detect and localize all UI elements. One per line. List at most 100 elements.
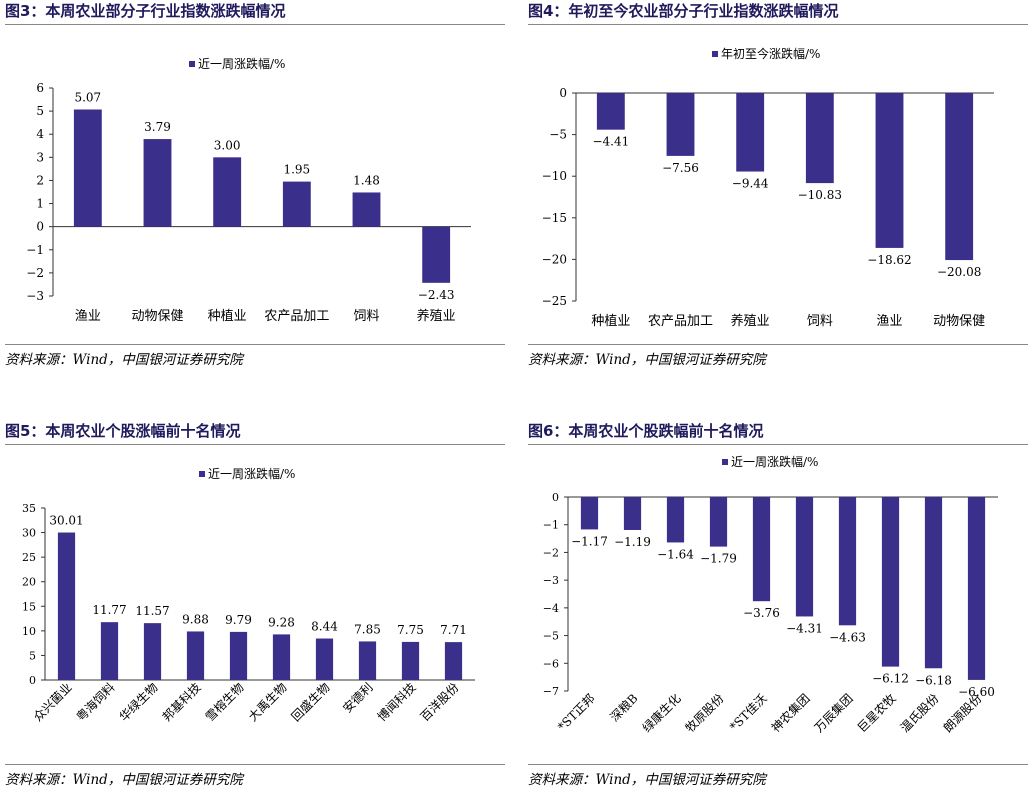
y-tick-label: 30: [22, 527, 36, 540]
bar: [57, 532, 76, 680]
bar: [805, 93, 834, 184]
data-label: −6.18: [915, 673, 952, 687]
y-tick-label: 25: [22, 551, 36, 564]
category-label: *ST佳沃: [727, 691, 770, 734]
data-label: −4.63: [829, 630, 866, 644]
bar: [666, 497, 685, 543]
legend-label: 近一周涨跌幅/%: [731, 454, 818, 469]
data-label: −1.17: [571, 534, 608, 548]
legend-swatch: [712, 51, 718, 57]
bar: [100, 622, 119, 680]
y-tick-label: −2: [26, 266, 44, 280]
category-label: 巨星农牧: [855, 691, 899, 735]
bar: [795, 497, 814, 617]
source-note: 资料来源：Wind，中国银河证券研究院: [528, 772, 766, 788]
chart-legend: 近一周涨跌幅/%: [199, 466, 295, 481]
y-tick-label: −5: [543, 630, 559, 643]
category-label: 万辰集团: [811, 691, 856, 736]
y-tick-label: −5: [549, 128, 567, 142]
data-label: −7.56: [662, 161, 699, 175]
bar: [422, 226, 451, 283]
bar: [580, 497, 599, 530]
y-tick-label: 0: [36, 220, 44, 234]
y-tick-label: 0: [559, 86, 567, 100]
legend-label: 年初至今涨跌幅/%: [721, 46, 820, 61]
y-tick-label: −7: [543, 685, 559, 698]
y-tick-label: −4: [543, 602, 559, 615]
category-label: 神农集团: [768, 691, 813, 736]
bar: [186, 631, 205, 680]
category-label: 养殖业: [417, 308, 456, 324]
data-label: −4.31: [786, 621, 823, 635]
data-label: −20.08: [937, 265, 981, 279]
bar: [752, 497, 771, 602]
category-label: 牧原股份: [683, 691, 727, 735]
data-label: −6.12: [872, 672, 909, 686]
bar: [666, 93, 695, 156]
bar: [143, 139, 172, 227]
y-tick-label: −1: [543, 519, 559, 532]
data-label: 11.57: [135, 604, 169, 618]
data-label: 7.75: [397, 623, 424, 637]
chart-panel-fig5: 图5：本周农业个股涨幅前十名情况 近一周涨跌幅/% 35 30 25 20 15 10 5 0 3…: [5, 420, 505, 798]
data-label: 3.00: [214, 138, 241, 152]
data-label: −10.83: [798, 188, 842, 202]
bar: [736, 93, 765, 172]
data-label: 1.48: [353, 173, 380, 187]
category-label: 雪榕生物: [202, 680, 247, 725]
bar-chart-ytd-subsectors: 年初至今涨跌幅/% 0 −5 −10 −15 −20 −25 −4.41 种植业 −7.56 农产品…: [542, 46, 994, 329]
bar: [924, 497, 943, 669]
title-divider: [5, 24, 505, 25]
category-label: 农产品加工: [264, 309, 329, 324]
category-label: 深粮B: [607, 690, 641, 724]
data-label: −1.19: [614, 535, 651, 549]
data-label: 9.79: [225, 613, 252, 627]
data-label: 9.28: [268, 615, 295, 629]
source-divider: [5, 344, 505, 345]
category-label: 养殖业: [731, 313, 770, 329]
source-divider: [528, 764, 1028, 765]
data-label: 7.71: [440, 623, 467, 637]
bar: [623, 497, 642, 530]
bar-chart-top-gainers: 近一周涨跌幅/% 35 30 25 20 15 10 5 0 30.01 众兴菌业 11.77 粤海饲料…: [22, 466, 475, 725]
data-label: −4.41: [592, 135, 629, 149]
chart-legend: 近一周涨跌幅/%: [722, 454, 818, 469]
chart-title: 图3：本周农业部分子行业指数涨跌幅情况: [5, 2, 286, 20]
chart-panel-fig3: 图3：本周农业部分子行业指数涨跌幅情况 近一周涨跌幅/% 6 5 4 3 2 1 0 −1 −2 −…: [5, 0, 505, 378]
category-label: 渔业: [75, 309, 101, 324]
y-tick-label: −20: [542, 252, 567, 266]
y-tick-label: −6: [543, 657, 559, 670]
bar: [838, 497, 857, 626]
legend-label: 近一周涨跌幅/%: [198, 56, 285, 71]
category-label: 饲料: [353, 309, 379, 324]
data-label: −18.62: [867, 253, 911, 267]
category-label: 粤海饲料: [73, 680, 118, 725]
chart-legend: 近一周涨跌幅/%: [189, 56, 285, 71]
bar: [315, 638, 334, 680]
data-label: −1.79: [700, 552, 737, 566]
y-tick-label: −15: [542, 211, 567, 225]
y-tick-label: 6: [36, 81, 44, 95]
data-label: −9.44: [732, 177, 769, 191]
y-tick-label: −2: [543, 546, 559, 559]
category-label: 邦基科技: [160, 680, 204, 724]
data-label: 1.95: [283, 163, 310, 177]
source-divider: [5, 764, 505, 765]
y-tick-label: 3: [36, 150, 44, 164]
chart-panel-fig4: 图4：年初至今农业部分子行业指数涨跌幅情况 年初至今涨跌幅/% 0 −5 −10 −15…: [528, 0, 1028, 378]
category-label: 农产品加工: [648, 314, 713, 329]
bar: [73, 109, 102, 227]
category-label: 温氏股份: [898, 691, 942, 735]
category-label: 华绿生物: [116, 680, 161, 725]
bar: [213, 157, 242, 227]
category-label: 种植业: [208, 309, 247, 324]
y-tick-label: −25: [542, 294, 567, 308]
category-label: 动物保健: [933, 314, 985, 329]
legend-label: 近一周涨跌幅/%: [208, 466, 295, 481]
y-tick-label: −1: [26, 243, 44, 257]
data-label: 11.77: [92, 603, 126, 617]
bar: [272, 634, 291, 680]
title-divider: [528, 24, 1028, 25]
chart-title: 图5：本周农业个股涨幅前十名情况: [5, 422, 241, 440]
category-label: 动物保健: [131, 309, 183, 324]
